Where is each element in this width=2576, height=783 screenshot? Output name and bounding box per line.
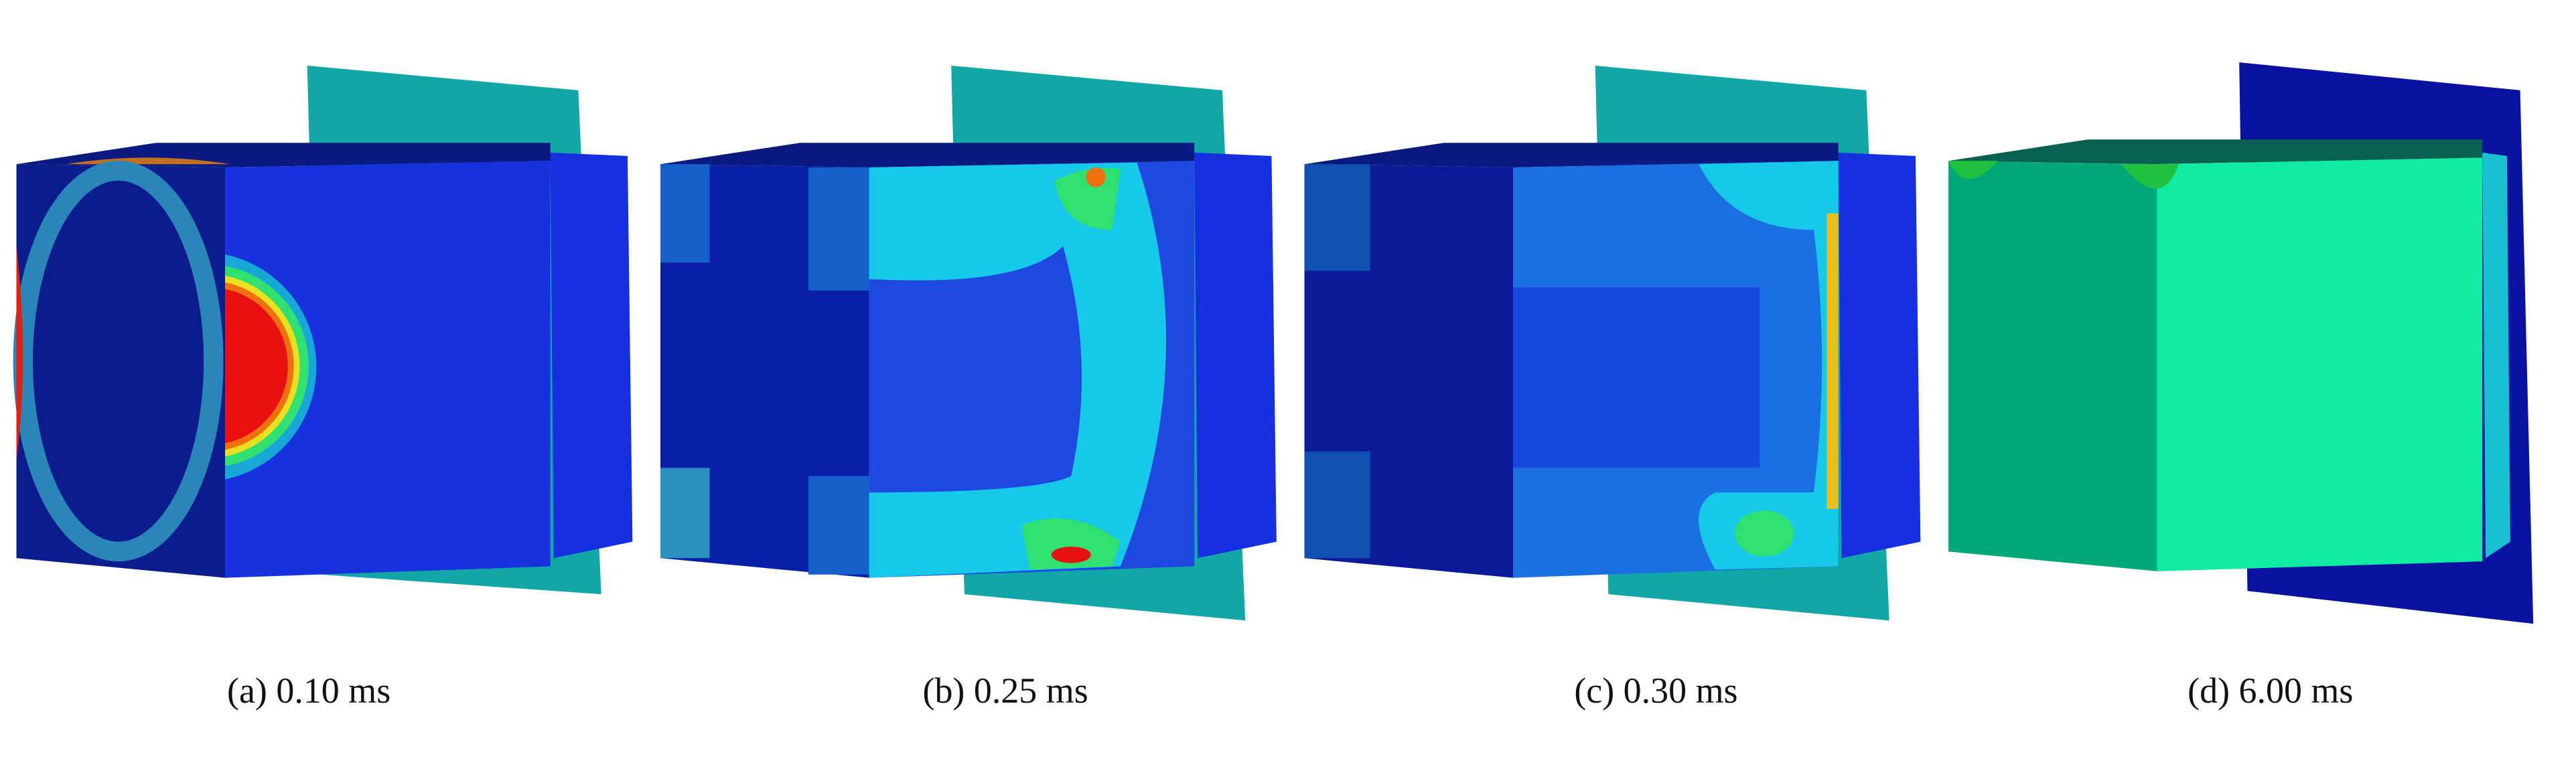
contour: [225, 289, 288, 443]
caption: (b) 0.25 ms: [923, 670, 1088, 711]
caption: (d) 6.00 ms: [2188, 670, 2353, 711]
contour: [16, 246, 23, 460]
contour: [1735, 510, 1794, 557]
contour: [1304, 451, 1370, 559]
panel-b: [660, 66, 1277, 621]
contour: [1304, 164, 1370, 271]
contour: [1513, 287, 1760, 468]
side-plate: [550, 152, 633, 559]
contour: [1827, 213, 1839, 509]
cube-top: [1304, 143, 1839, 167]
panel-a: [13, 66, 633, 595]
contour: [1051, 547, 1091, 563]
cube-right-face: [225, 161, 551, 578]
contour: [1699, 161, 1839, 570]
contour: [660, 164, 710, 263]
cube-top: [1948, 139, 2483, 165]
contour-ring: [13, 161, 224, 562]
cube-right-face: [2157, 157, 2483, 571]
side-plate: [1194, 152, 1277, 559]
contour: [1054, 167, 1121, 230]
contour: [808, 167, 869, 291]
contour: [1086, 167, 1106, 188]
contour: [1948, 161, 1998, 180]
contour: [1021, 518, 1121, 570]
side-plate: [1838, 152, 1921, 559]
contour: [869, 162, 1166, 578]
caption: (c) 0.30 ms: [1574, 670, 1737, 711]
cube-top: [660, 143, 1195, 167]
caption: (a) 0.10 ms: [227, 670, 390, 711]
panel-d: [1948, 62, 2534, 624]
contour: [808, 476, 869, 575]
side-plate: [2482, 152, 2510, 559]
contour: [660, 468, 710, 559]
panel-c: [1304, 66, 1921, 621]
contour: [2121, 164, 2179, 189]
cube-left-face: [1948, 161, 2157, 571]
